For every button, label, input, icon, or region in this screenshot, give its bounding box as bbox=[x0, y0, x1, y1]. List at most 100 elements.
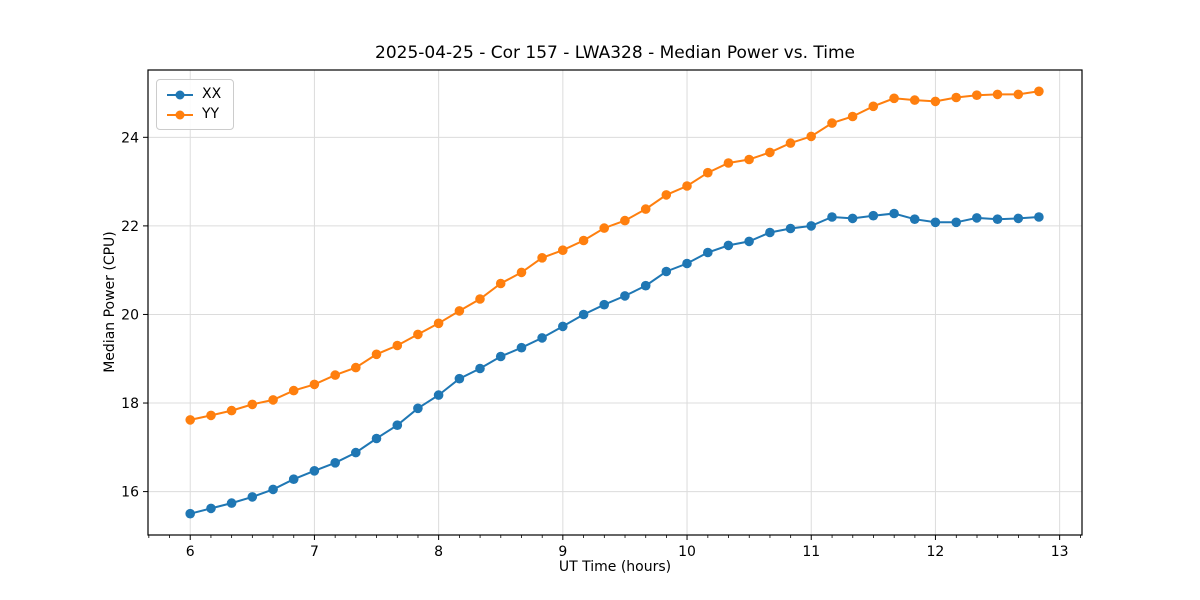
series-marker-xx bbox=[599, 299, 609, 310]
x-tick-label: 10 bbox=[678, 544, 696, 560]
legend-item-xx: XX bbox=[166, 87, 221, 102]
series-marker-xx bbox=[889, 208, 899, 219]
series-marker-xx bbox=[537, 333, 547, 343]
series-marker-yy bbox=[185, 415, 195, 425]
x-tick-label: 7 bbox=[310, 544, 319, 560]
series-marker-xx bbox=[868, 210, 879, 221]
series-marker-yy bbox=[371, 349, 382, 360]
series-marker-yy bbox=[640, 204, 651, 214]
series-marker-yy bbox=[206, 410, 216, 421]
series-marker-yy bbox=[723, 158, 734, 168]
series-marker-xx bbox=[413, 403, 423, 414]
series-marker-yy bbox=[972, 90, 982, 100]
series-marker-xx bbox=[309, 466, 320, 476]
series-marker-xx bbox=[765, 227, 775, 238]
series-marker-yy bbox=[909, 95, 920, 105]
series-marker-yy bbox=[1013, 89, 1024, 100]
legend: XX YY bbox=[156, 79, 235, 130]
series-marker-yy bbox=[1034, 86, 1044, 97]
series-marker-yy bbox=[537, 252, 547, 263]
series-marker-xx bbox=[558, 321, 568, 332]
y-tick-label: 16 bbox=[121, 485, 139, 501]
series-marker-yy bbox=[661, 190, 672, 200]
series-marker-xx bbox=[226, 498, 237, 508]
series-marker-xx bbox=[785, 223, 796, 234]
series-marker-xx bbox=[827, 212, 837, 222]
series-marker-xx bbox=[744, 236, 754, 247]
series-marker-xx bbox=[930, 217, 941, 228]
series-marker-yy bbox=[620, 215, 630, 226]
x-tick-label: 6 bbox=[186, 544, 195, 560]
plot-frame bbox=[147, 69, 1083, 536]
series-marker-yy bbox=[413, 329, 423, 340]
series-marker-yy bbox=[951, 92, 961, 103]
series-marker-yy bbox=[268, 395, 278, 405]
series-marker-yy bbox=[682, 181, 692, 191]
series-marker-yy bbox=[226, 405, 237, 416]
series-marker-yy bbox=[889, 93, 899, 104]
series-marker-xx bbox=[723, 240, 734, 251]
y-axis-label: Median Power (CPU) bbox=[102, 231, 118, 373]
series-marker-yy bbox=[454, 306, 465, 316]
series-marker-yy bbox=[433, 318, 444, 329]
series-marker-yy bbox=[599, 223, 609, 233]
series-marker-xx bbox=[620, 291, 630, 301]
series-marker-yy bbox=[992, 89, 1003, 100]
legend-item-yy: YY bbox=[166, 107, 221, 122]
series-marker-xx bbox=[392, 420, 403, 431]
series-marker-yy bbox=[495, 278, 506, 289]
series-marker-xx bbox=[351, 447, 361, 458]
series-marker-xx bbox=[578, 309, 589, 320]
series-marker-yy bbox=[765, 147, 775, 158]
series-marker-xx bbox=[972, 213, 982, 223]
series-marker-xx bbox=[806, 221, 816, 231]
series-marker-xx bbox=[661, 266, 672, 277]
series-marker-yy bbox=[847, 111, 858, 122]
y-tick-label: 18 bbox=[121, 396, 139, 412]
series-marker-yy bbox=[247, 399, 258, 410]
series-marker-xx bbox=[909, 214, 920, 224]
series-marker-xx bbox=[951, 217, 961, 228]
series-marker-xx bbox=[288, 474, 299, 485]
series-marker-xx bbox=[992, 214, 1003, 224]
legend-label-yy: YY bbox=[202, 106, 220, 122]
series-marker-xx bbox=[475, 363, 485, 374]
series-marker-xx bbox=[516, 342, 527, 353]
series-marker-yy bbox=[868, 101, 879, 112]
series-marker-xx bbox=[682, 258, 692, 269]
series-marker-yy bbox=[744, 154, 754, 165]
x-tick-label: 12 bbox=[927, 544, 945, 560]
x-tick-label: 9 bbox=[558, 544, 567, 560]
series-marker-xx bbox=[206, 503, 216, 514]
series-marker-xx bbox=[330, 458, 341, 468]
legend-line-marker-icon-yy bbox=[167, 110, 193, 119]
x-tick-label: 13 bbox=[1051, 544, 1069, 560]
y-tick-label: 22 bbox=[121, 219, 139, 235]
series-marker-yy bbox=[578, 235, 589, 246]
series-marker-yy bbox=[392, 340, 403, 351]
series-marker-yy bbox=[827, 118, 837, 128]
series-marker-yy bbox=[288, 385, 299, 396]
legend-line-marker-icon-xx bbox=[167, 90, 193, 99]
series-marker-xx bbox=[371, 433, 382, 444]
chart-title: 2025-04-25 - Cor 157 - LWA328 - Median P… bbox=[375, 43, 855, 63]
series-marker-yy bbox=[475, 294, 485, 304]
series-marker-yy bbox=[785, 138, 796, 148]
series-marker-yy bbox=[516, 267, 527, 278]
series-marker-xx bbox=[454, 373, 465, 384]
series-marker-xx bbox=[247, 492, 258, 502]
series-marker-yy bbox=[351, 362, 361, 373]
series-marker-yy bbox=[806, 131, 816, 142]
series-marker-yy bbox=[558, 245, 568, 255]
series-marker-xx bbox=[495, 351, 506, 362]
y-tick-label: 20 bbox=[121, 307, 139, 323]
series-marker-xx bbox=[433, 390, 444, 400]
series-marker-yy bbox=[930, 96, 941, 107]
x-tick-label: 8 bbox=[434, 544, 443, 560]
x-tick-label: 11 bbox=[802, 544, 820, 560]
series-line-yy bbox=[189, 90, 1040, 421]
series-marker-yy bbox=[703, 167, 713, 178]
legend-label-xx: XX bbox=[202, 86, 222, 102]
